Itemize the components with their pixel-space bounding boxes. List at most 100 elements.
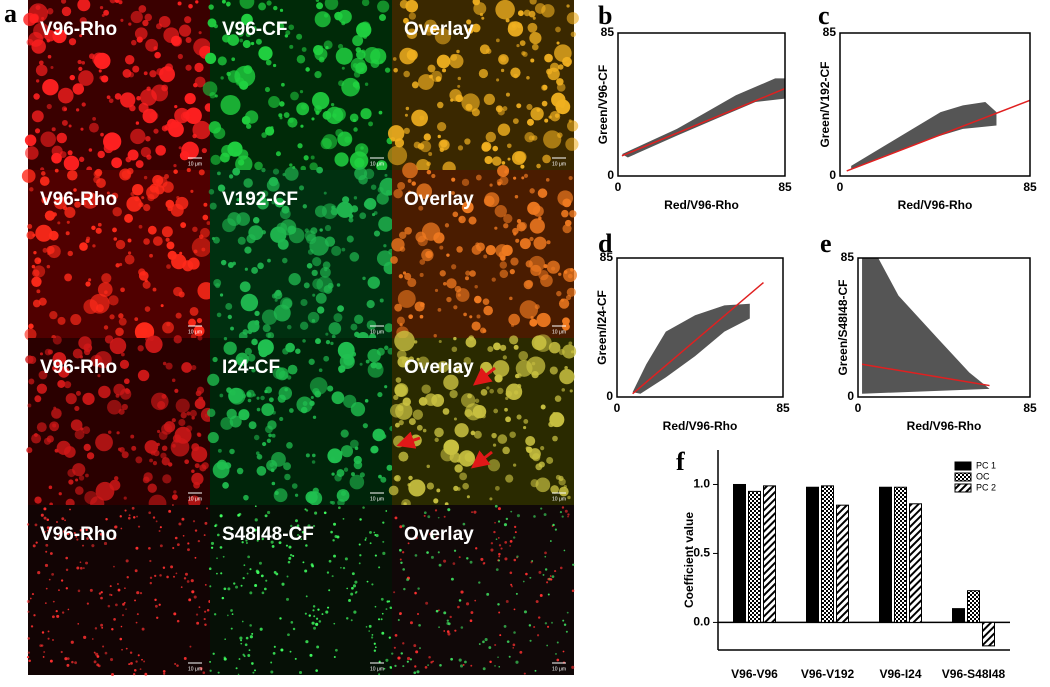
droplet — [350, 439, 359, 449]
droplet — [324, 0, 339, 10]
droplet — [333, 554, 336, 558]
droplet — [419, 259, 426, 265]
droplet — [154, 604, 158, 608]
droplet — [137, 345, 144, 352]
plot-frame — [857, 257, 1031, 398]
droplet — [497, 164, 510, 177]
droplet — [358, 174, 368, 185]
droplet — [265, 425, 273, 434]
droplet — [280, 648, 284, 652]
droplet — [190, 189, 194, 193]
fit-line — [861, 363, 990, 387]
droplet — [91, 225, 96, 231]
droplet — [189, 307, 199, 316]
droplet — [434, 288, 439, 293]
droplet — [188, 3, 193, 9]
droplet — [341, 66, 345, 70]
droplet — [309, 653, 313, 657]
droplet — [118, 0, 123, 5]
droplet — [436, 488, 441, 493]
plot-frame — [839, 32, 1031, 177]
droplet — [316, 166, 323, 174]
droplet — [296, 55, 306, 64]
droplet — [413, 340, 418, 344]
droplet — [468, 216, 477, 225]
droplet — [525, 572, 528, 576]
droplet — [486, 592, 490, 596]
droplet — [558, 64, 564, 70]
plot-frame — [617, 32, 786, 177]
droplet — [233, 582, 236, 585]
droplet — [380, 618, 383, 621]
droplet — [152, 460, 158, 466]
droplet — [39, 644, 43, 647]
droplet — [416, 183, 433, 200]
droplet — [502, 106, 508, 111]
scale-bar-label: 10 μm — [188, 329, 202, 335]
bar — [748, 490, 761, 623]
droplet — [522, 51, 528, 57]
droplet — [457, 84, 461, 88]
droplet — [313, 615, 316, 618]
droplet — [461, 178, 470, 187]
droplet — [335, 648, 338, 652]
droplet — [134, 317, 139, 322]
droplet — [242, 577, 245, 580]
droplet — [177, 1, 182, 6]
droplet — [29, 597, 32, 600]
droplet — [82, 392, 95, 405]
droplet — [471, 511, 473, 513]
droplet — [58, 492, 62, 496]
droplet — [75, 486, 84, 495]
legend-label: PC 1 — [976, 460, 996, 470]
droplet — [116, 431, 120, 435]
droplet — [279, 416, 284, 422]
droplet — [27, 610, 30, 613]
droplet — [113, 536, 117, 540]
droplet — [438, 609, 440, 611]
droplet — [290, 621, 294, 624]
droplet — [399, 558, 402, 561]
droplet — [139, 668, 142, 671]
droplet — [288, 24, 295, 31]
droplet — [454, 629, 457, 632]
droplet — [264, 87, 271, 93]
droplet — [70, 314, 82, 326]
droplet — [44, 602, 47, 605]
droplet — [340, 445, 354, 458]
droplet — [117, 588, 121, 592]
droplet — [189, 645, 192, 648]
droplet — [514, 373, 520, 379]
droplet — [378, 660, 381, 663]
droplet — [72, 83, 85, 95]
droplet — [547, 593, 550, 596]
droplet — [498, 665, 501, 668]
droplet — [173, 164, 177, 168]
droplet — [114, 476, 119, 481]
droplet — [434, 437, 439, 443]
droplet — [344, 136, 351, 143]
droplet — [34, 496, 42, 504]
droplet — [172, 546, 175, 550]
droplet — [143, 175, 148, 180]
droplet — [45, 543, 49, 547]
droplet — [272, 63, 277, 68]
droplet — [554, 44, 572, 62]
droplet — [75, 478, 79, 482]
droplet — [369, 531, 372, 534]
droplet — [567, 515, 569, 518]
droplet — [26, 447, 33, 454]
droplet — [552, 523, 555, 527]
droplet — [256, 454, 263, 460]
legend-label: PC 2 — [976, 482, 996, 492]
droplet — [162, 181, 174, 193]
droplet — [446, 621, 450, 625]
droplet — [562, 344, 577, 359]
droplet — [374, 605, 377, 608]
droplet — [155, 520, 158, 523]
droplet — [360, 108, 372, 120]
droplet — [160, 304, 164, 308]
droplet — [389, 665, 392, 668]
fit-line — [621, 87, 786, 157]
droplet — [330, 530, 333, 534]
